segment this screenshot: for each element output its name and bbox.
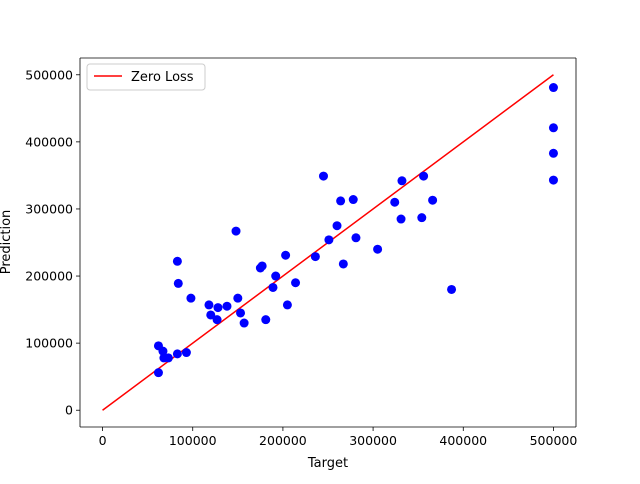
data-point — [282, 300, 292, 310]
chart-marks — [102, 74, 558, 411]
data-point — [212, 315, 222, 325]
legend: Zero Loss — [86, 63, 206, 91]
y-tick-label: 400000 — [25, 134, 73, 149]
data-point — [163, 353, 173, 363]
y-axis-label: Prediction — [0, 210, 14, 275]
data-point — [213, 303, 223, 313]
x-tick-label: 400000 — [439, 433, 487, 448]
data-point — [233, 293, 243, 303]
data-point — [548, 123, 558, 133]
data-point — [548, 175, 558, 185]
data-point — [447, 284, 457, 294]
data-point — [419, 171, 429, 181]
legend-label-zero-loss: Zero Loss — [131, 70, 194, 85]
data-point — [351, 233, 361, 243]
legend-box — [86, 63, 206, 91]
data-point — [397, 176, 407, 186]
y-tick-label: 300000 — [25, 201, 73, 216]
axes — [79, 57, 577, 428]
x-tick-label: 500000 — [530, 433, 578, 448]
data-point — [396, 214, 406, 224]
data-point — [348, 195, 358, 205]
data-point — [271, 271, 281, 281]
data-point — [172, 349, 182, 359]
data-point — [268, 282, 278, 292]
data-point — [204, 300, 214, 310]
x-tick-label: 200000 — [259, 433, 307, 448]
data-point — [173, 278, 183, 288]
data-point — [428, 195, 438, 205]
data-point — [338, 259, 348, 269]
data-point — [390, 197, 400, 207]
data-point — [336, 196, 346, 206]
data-point — [236, 308, 246, 318]
data-point — [181, 348, 191, 358]
data-point — [261, 315, 271, 325]
y-tick-label: 0 — [65, 403, 73, 418]
x-tick-label: 300000 — [349, 433, 397, 448]
y-tick-label: 200000 — [25, 269, 73, 284]
data-point — [172, 256, 182, 266]
x-axis-label: Target — [307, 456, 348, 471]
data-point — [231, 226, 241, 236]
data-point — [417, 213, 427, 223]
data-point — [222, 301, 232, 311]
data-point — [332, 221, 342, 231]
y-tick-label: 100000 — [25, 336, 73, 351]
data-point — [206, 310, 216, 320]
data-point — [291, 278, 301, 288]
data-point — [310, 252, 320, 262]
data-point — [318, 171, 328, 181]
axis-ticks: 0 100000 200000 300000 400000 500000 0 100000 20… — [25, 67, 577, 448]
data-point — [186, 293, 196, 303]
data-point — [257, 261, 267, 271]
y-tick-label: 500000 — [25, 67, 73, 82]
data-point — [324, 235, 334, 245]
data-point — [281, 250, 291, 260]
data-point — [548, 83, 558, 93]
data-point — [548, 148, 558, 158]
x-tick-label: 0 — [99, 433, 107, 448]
data-point — [153, 368, 163, 378]
data-point — [158, 346, 168, 356]
data-point — [239, 318, 249, 328]
x-tick-label: 100000 — [169, 433, 217, 448]
data-point — [373, 244, 383, 254]
